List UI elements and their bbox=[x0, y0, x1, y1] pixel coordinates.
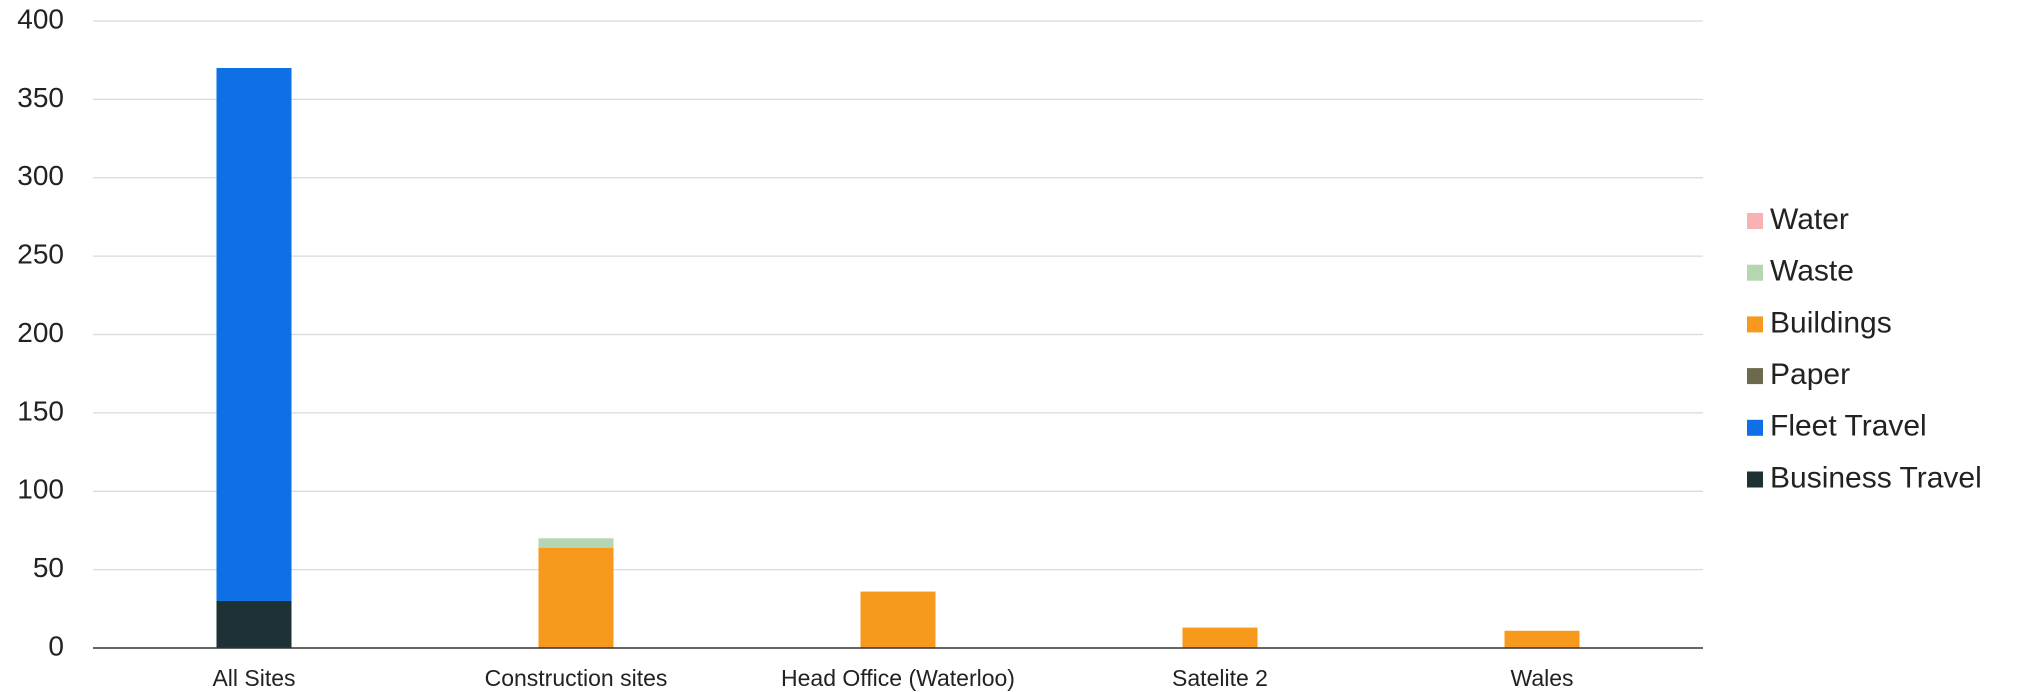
legend-label: Business Travel bbox=[1770, 461, 1982, 494]
y-tick-label: 100 bbox=[17, 474, 64, 505]
legend-swatch bbox=[1747, 419, 1763, 436]
y-tick-label: 50 bbox=[33, 552, 64, 583]
bar-segment bbox=[860, 591, 936, 648]
legend-label: Waste bbox=[1770, 255, 1854, 288]
x-tick-label: Head Office (Waterloo) bbox=[781, 665, 1015, 691]
bar-segment bbox=[1504, 630, 1580, 648]
legend-swatch bbox=[1747, 264, 1763, 281]
legend-label: Paper bbox=[1770, 358, 1850, 391]
y-tick-label: 0 bbox=[48, 630, 64, 661]
y-tick-label: 300 bbox=[17, 160, 64, 191]
x-tick-label: Wales bbox=[1510, 665, 1573, 691]
y-tick-label: 350 bbox=[17, 82, 64, 113]
legend-label: Fleet Travel bbox=[1770, 410, 1927, 443]
y-tick-label: 150 bbox=[17, 395, 64, 426]
x-tick-label: All Sites bbox=[212, 665, 295, 691]
legend-label: Water bbox=[1770, 203, 1849, 236]
bar-segment bbox=[1182, 627, 1258, 648]
bar-segment bbox=[538, 538, 614, 548]
legend-swatch bbox=[1747, 213, 1763, 229]
bar-segment bbox=[216, 68, 292, 601]
legend-swatch bbox=[1747, 316, 1763, 333]
legend-swatch bbox=[1747, 471, 1763, 488]
y-tick-label: 400 bbox=[17, 3, 64, 34]
x-tick-label: Construction sites bbox=[485, 665, 668, 691]
legend-swatch bbox=[1747, 368, 1763, 385]
legend-label: Buildings bbox=[1770, 306, 1892, 339]
bar-segment bbox=[216, 600, 292, 648]
y-tick-label: 200 bbox=[17, 317, 64, 348]
x-tick-label: Satelite 2 bbox=[1172, 665, 1268, 691]
y-tick-label: 250 bbox=[17, 239, 64, 270]
bar-segment bbox=[538, 547, 614, 648]
